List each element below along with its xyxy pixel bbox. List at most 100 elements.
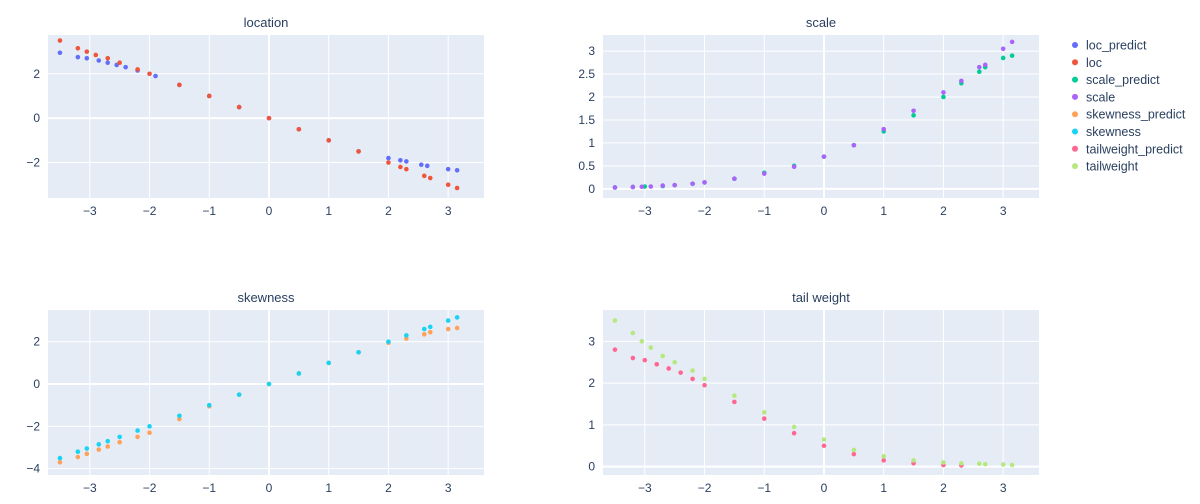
x-tick-label: −3 (638, 481, 652, 495)
data-point (732, 393, 737, 398)
legend-label: scale_predict (1086, 73, 1160, 87)
legend-item-loc[interactable]: loc (1072, 56, 1102, 70)
data-point (427, 324, 433, 330)
legend-item-tailweight_predict[interactable]: tailweight_predict (1072, 142, 1183, 156)
data-point (266, 381, 272, 387)
data-point (386, 155, 391, 161)
legend-label: tailweight_predict (1086, 142, 1183, 156)
x-tick-label: 2 (940, 481, 947, 495)
x-tick-label: −1 (757, 204, 771, 218)
data-point (976, 461, 982, 467)
data-point (404, 333, 409, 338)
x-tick-label: 2 (385, 481, 392, 495)
data-point (976, 69, 982, 75)
data-point (851, 142, 857, 148)
data-point (326, 360, 332, 366)
data-point (153, 73, 158, 79)
y-tick-label: 2 (588, 376, 595, 390)
legend-marker (1072, 42, 1078, 48)
data-point (690, 181, 695, 187)
x-tick-label: 0 (266, 481, 273, 495)
y-tick-label: 0 (588, 182, 595, 196)
data-point (941, 460, 946, 465)
data-point (630, 355, 636, 361)
y-tick-label: 1 (588, 418, 595, 432)
data-point (445, 166, 451, 172)
y-tick-label: 2 (588, 90, 595, 104)
data-point (1000, 55, 1006, 61)
plot-area (603, 35, 1039, 198)
data-point (1009, 53, 1015, 58)
data-point (96, 58, 102, 63)
data-point (386, 339, 391, 345)
legend-item-skewness[interactable]: skewness (1072, 125, 1141, 139)
data-point (418, 162, 424, 168)
data-point (57, 460, 63, 465)
data-point (93, 52, 99, 58)
data-point (356, 149, 361, 154)
data-point (105, 60, 111, 66)
y-tick-label: −2 (26, 419, 40, 433)
legend-item-skewness_predict[interactable]: skewness_predict (1072, 108, 1186, 122)
x-tick-label: 3 (445, 204, 452, 218)
data-point (445, 182, 451, 187)
data-point (105, 444, 111, 449)
data-point (404, 166, 409, 172)
legend-marker (1072, 111, 1078, 118)
subplot-4: −3 −2 −1 0 1 2 3 0 1 2 3 tail weight (588, 290, 1039, 495)
data-point (612, 347, 618, 352)
legend-item-scale_predict[interactable]: scale_predict (1072, 73, 1160, 87)
x-tick-label: 3 (1000, 481, 1007, 495)
x-tick-label: 3 (1000, 204, 1007, 218)
x-tick-label: 1 (325, 481, 332, 495)
data-point (690, 376, 695, 382)
data-point (398, 164, 403, 170)
data-point (84, 55, 90, 61)
legend-item-loc_predict[interactable]: loc_predict (1072, 39, 1147, 53)
data-point (732, 399, 737, 405)
data-point (702, 180, 707, 185)
data-point (660, 353, 666, 359)
legend-item-tailweight[interactable]: tailweight (1072, 160, 1139, 174)
y-tick-label: 1 (588, 136, 595, 150)
data-point (398, 157, 403, 163)
subplot-title: location (244, 15, 289, 30)
x-tick-label: 2 (940, 204, 947, 218)
data-point (959, 78, 964, 84)
data-point (424, 163, 430, 169)
data-point (135, 428, 140, 433)
x-tick-label: −2 (698, 204, 712, 218)
data-point (881, 126, 887, 132)
data-point (421, 173, 427, 179)
x-tick-label: 0 (821, 204, 828, 218)
data-point (75, 54, 81, 60)
data-point (117, 434, 122, 440)
data-point (702, 376, 707, 382)
data-point (1009, 39, 1015, 45)
data-point (982, 461, 988, 467)
data-point (404, 336, 409, 341)
x-tick-label: 0 (821, 481, 828, 495)
data-point (326, 138, 332, 143)
legend-marker (1072, 128, 1078, 135)
data-point (911, 113, 916, 118)
x-tick-label: −1 (202, 204, 216, 218)
legend-marker (1072, 76, 1078, 83)
data-point (821, 443, 827, 449)
data-point (1009, 462, 1015, 468)
data-point (690, 368, 695, 373)
data-point (445, 326, 451, 332)
data-point (296, 371, 302, 376)
data-point (84, 451, 90, 457)
data-point (427, 175, 433, 181)
data-point (672, 182, 677, 188)
data-point (761, 416, 767, 421)
data-point (206, 402, 212, 408)
legend-item-scale[interactable]: scale (1072, 90, 1115, 104)
subplot-title: tail weight (792, 290, 850, 305)
data-point (445, 318, 451, 323)
data-point (612, 318, 618, 323)
legend-marker (1072, 93, 1078, 100)
data-point (639, 339, 645, 344)
